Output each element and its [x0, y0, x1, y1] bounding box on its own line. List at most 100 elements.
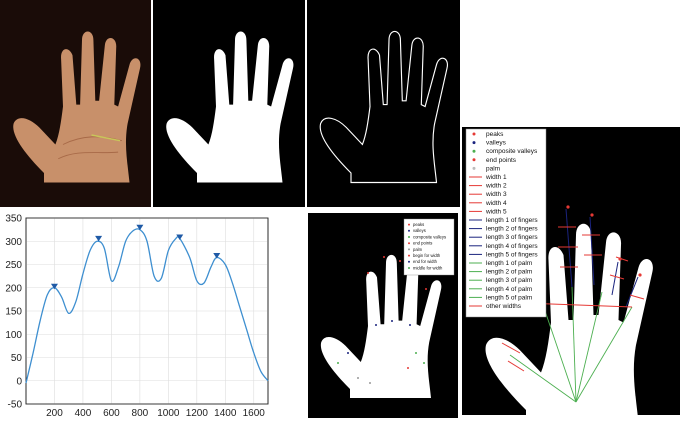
y-tick-label: 100 [5, 330, 22, 341]
finger-length-line [589, 216, 595, 286]
feature-point [407, 367, 409, 369]
legend-marker [408, 223, 410, 226]
peak-point [566, 205, 570, 209]
legend-label: length 5 of fingers [486, 251, 538, 258]
x-tick-label: 1400 [214, 408, 237, 419]
peak-marker [136, 224, 144, 231]
feature-point [399, 260, 401, 262]
feature-point [357, 377, 359, 379]
width-line [609, 274, 625, 280]
measurements-panel: peaks valleys composite valleys end points p… [462, 127, 680, 415]
legend-marker [472, 149, 476, 153]
y-tick-label: 0 [16, 376, 22, 387]
width-line [629, 294, 645, 300]
legend-label: peaks [413, 222, 424, 227]
small-legend-box [403, 218, 455, 276]
legend-label: length 2 of fingers [486, 226, 538, 233]
feature-point [423, 362, 425, 364]
contour-distance-chart: 350 300 250 200 150 100 50 0 -50 200 400 600 800 1000… [0, 212, 300, 429]
legend-marker [408, 242, 410, 245]
y-tick-label: 250 [5, 260, 22, 271]
legend-label: length 3 of palm [486, 277, 532, 284]
legend-label: middle for width [413, 265, 443, 270]
y-tick-label: -50 [8, 400, 23, 411]
width-line [507, 360, 525, 372]
width-line [501, 342, 521, 354]
legend-marker [472, 166, 476, 170]
finger-length-line [565, 208, 573, 288]
legend-label: width 2 [485, 183, 507, 190]
legend-marker [472, 132, 476, 136]
hand-photo-icon [0, 0, 151, 207]
legend-label: end points [486, 157, 517, 164]
legend-label: peaks [486, 131, 504, 138]
legend-marker [472, 158, 476, 162]
feature-point [347, 352, 349, 354]
legend-label: valleys [486, 140, 507, 147]
y-tick-label: 150 [5, 307, 22, 318]
distance-curve [25, 228, 269, 384]
peak-marker [95, 235, 103, 242]
legend-label: palm [486, 165, 500, 172]
legend-label: length 5 of palm [486, 294, 532, 301]
peak-point [590, 213, 594, 217]
x-tick-label: 1600 [243, 408, 266, 419]
legend-label: length 4 of palm [486, 286, 532, 293]
feature-point [425, 288, 427, 290]
y-tick-label: 300 [5, 237, 22, 248]
peak-point [618, 257, 622, 261]
finger-length-line [625, 276, 639, 308]
legend-label: width 1 [485, 174, 507, 181]
legend-label: width 5 [485, 208, 507, 215]
legend-label: length 1 of fingers [486, 217, 538, 224]
feature-point [391, 320, 393, 322]
hand-mask-panel [153, 0, 305, 207]
y-tick-label: 350 [5, 214, 22, 225]
measurement-lines [501, 205, 645, 403]
feature-point [369, 382, 371, 384]
legend-label: length 4 of fingers [486, 243, 538, 250]
y-tick-label: 50 [11, 353, 23, 364]
palm-length-line [575, 291, 603, 403]
legend-marker [408, 236, 410, 238]
feature-point [375, 324, 377, 326]
legend-marker [408, 248, 410, 251]
hand-silhouette-icon [153, 0, 305, 207]
hand-outline-icon [307, 0, 460, 207]
feature-point [337, 362, 339, 364]
palm-length-line [541, 301, 577, 403]
legend-label: end for width [413, 259, 438, 264]
feature-points [337, 256, 427, 384]
legend-label: width 3 [485, 191, 507, 198]
x-tick-label: 400 [75, 408, 92, 419]
x-tick-label: 600 [103, 408, 120, 419]
legend-label: other widths [486, 303, 522, 310]
hand-edge-panel [307, 0, 460, 207]
palm-length-line [509, 354, 577, 403]
legend-marker [408, 260, 410, 263]
legend-label: length 1 of palm [486, 260, 532, 267]
legend-marker [408, 267, 410, 269]
feature-point [367, 272, 369, 274]
legend-marker [408, 229, 410, 232]
peak-marker [176, 234, 184, 240]
palm-length-line [575, 306, 633, 403]
feature-points-panel: peaks valleys composite valleys end points p… [308, 213, 458, 418]
legend-label: valleys [413, 228, 426, 233]
width-line [615, 256, 629, 262]
palm-length-line [571, 286, 577, 403]
feature-point [415, 352, 417, 354]
legend-label: length 2 of palm [486, 269, 532, 276]
legend-label: palm [413, 247, 423, 252]
legend-label: width 4 [485, 200, 507, 207]
legend-label: composite valleys [413, 234, 446, 239]
legend-label: composite valleys [486, 148, 538, 155]
legend-label: end points [413, 241, 432, 246]
x-tick-label: 200 [46, 408, 63, 419]
x-tick-label: 800 [132, 408, 149, 419]
feature-point [409, 324, 411, 326]
legend-marker [472, 141, 476, 145]
legend-label: length 3 of fingers [486, 234, 538, 241]
legend-marker [408, 254, 410, 257]
